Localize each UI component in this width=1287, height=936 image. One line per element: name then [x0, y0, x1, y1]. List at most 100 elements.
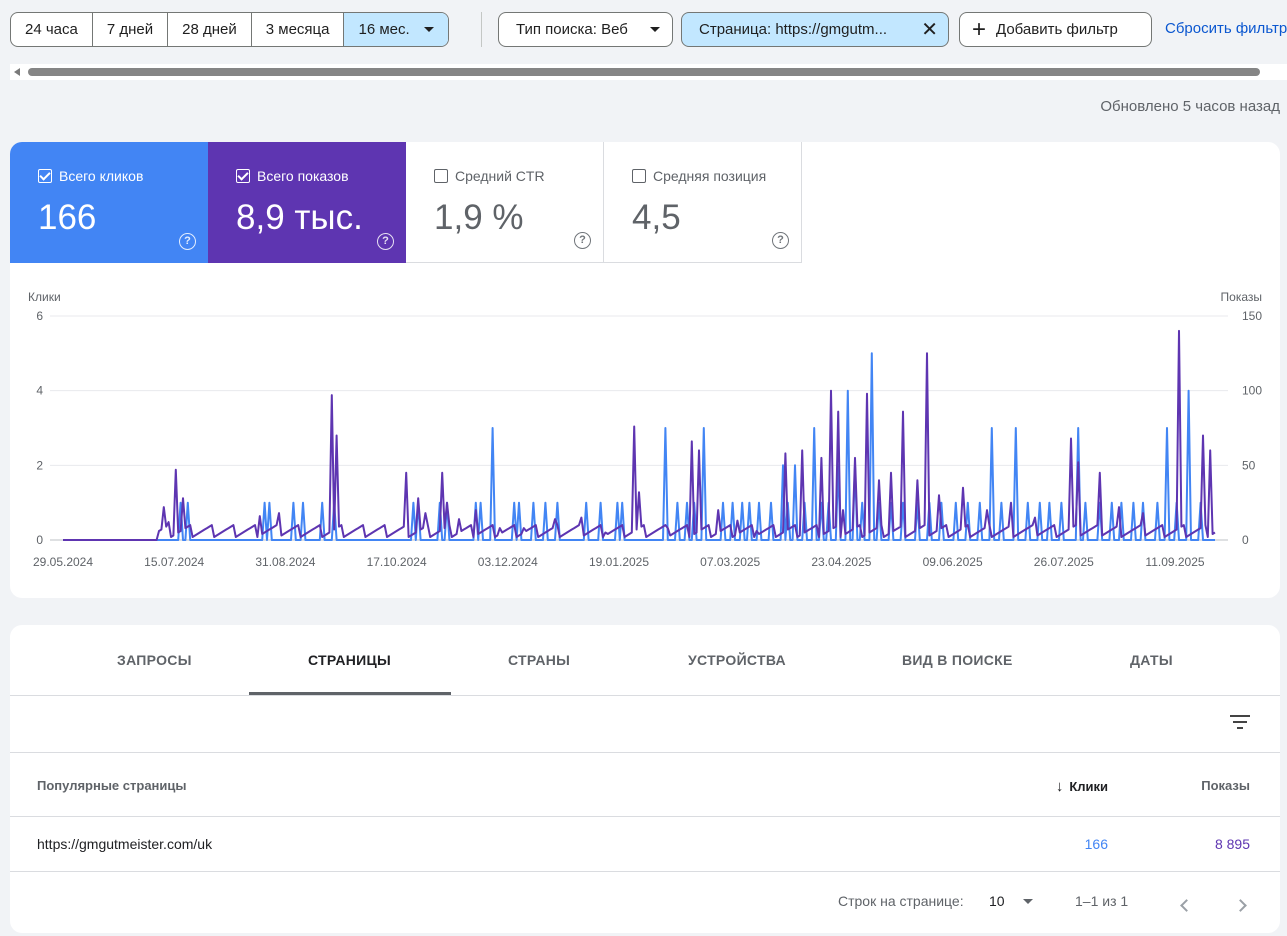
rows-per-page-select[interactable]: 10	[989, 893, 1033, 909]
clicks-series-line	[63, 352, 1215, 541]
filter-icon[interactable]	[1230, 715, 1250, 729]
x-tick: 11.09.2025	[1145, 555, 1204, 569]
date-range-group: 24 часа 7 дней 28 дней 3 месяца 16 мес.	[10, 12, 449, 47]
y-right-tick: 0	[1242, 533, 1249, 547]
x-tick: 17.10.2024	[367, 555, 427, 569]
page-filter-label: Страница: https://gmgutm...	[699, 21, 888, 38]
metric-average-ctr[interactable]: Средний CTR 1,9 % ?	[406, 142, 604, 263]
col-clicks-label: Клики	[1069, 779, 1108, 794]
tab-countries[interactable]: СТРАНЫ	[508, 652, 571, 668]
chevron-down-icon	[1022, 898, 1033, 904]
pagination-range: 1–1 из 1	[1075, 893, 1129, 909]
dimensions-card: ЗАПРОСЫ СТРАНИЦЫ СТРАНЫ УСТРОЙСТВА ВИД В…	[10, 625, 1280, 933]
tab-dates[interactable]: ДАТЫ	[1130, 652, 1173, 668]
metric-value: 166	[38, 198, 97, 237]
help-icon[interactable]: ?	[377, 233, 394, 250]
performance-chart[interactable]: Клики Показы 0 0 2 50 4 100 6 150 29.05.2024 15.0…	[10, 282, 1280, 582]
add-filter-label: Добавить фильтр	[996, 21, 1118, 38]
pagination: Строк на странице: 10 1–1 из 1	[10, 873, 1280, 933]
range-16m-label: 16 мес.	[358, 21, 410, 38]
x-tick: 03.12.2024	[478, 555, 538, 569]
help-icon[interactable]: ?	[772, 232, 789, 249]
range-24h-button[interactable]: 24 часа	[11, 13, 93, 46]
table-filter-row	[10, 697, 1280, 753]
rows-per-page-value: 10	[989, 893, 1005, 909]
x-tick: 26.07.2025	[1034, 555, 1094, 569]
search-type-filter[interactable]: Тип поиска: Веб	[498, 12, 673, 47]
chevron-left-icon	[1180, 899, 1193, 912]
table-row[interactable]: https://gmgutmeister.com/uk 166 8 895	[10, 818, 1280, 872]
active-tab-indicator	[249, 692, 451, 695]
close-icon[interactable]: ✕	[921, 18, 938, 41]
range-16m-dropdown[interactable]: 16 мес.	[344, 13, 448, 46]
horizontal-scrollbar[interactable]	[10, 64, 1287, 80]
row-page-url[interactable]: https://gmgutmeister.com/uk	[37, 836, 213, 852]
y-left-tick: 4	[36, 384, 43, 398]
chevron-down-icon	[423, 27, 434, 32]
help-icon[interactable]: ?	[574, 232, 591, 249]
x-tick: 15.07.2024	[144, 555, 204, 569]
chevron-right-icon	[1234, 899, 1247, 912]
x-tick: 19.01.2025	[589, 555, 649, 569]
performance-card: Всего кликов 166 ? Всего показов 8,9 тыс…	[10, 142, 1280, 598]
chevron-down-icon	[650, 27, 660, 32]
col-clicks[interactable]: ↓ Клики	[1056, 778, 1108, 795]
col-top-pages: Популярные страницы	[37, 778, 187, 793]
search-type-label: Тип поиска: Веб	[516, 21, 628, 38]
help-icon[interactable]: ?	[179, 233, 196, 250]
checkbox-icon[interactable]	[632, 169, 646, 183]
y-right-tick: 100	[1242, 384, 1262, 398]
scroll-left-icon[interactable]	[14, 68, 20, 76]
page-filter-chip[interactable]: Страница: https://gmgutm... ✕	[681, 12, 949, 47]
y-left-tick: 6	[36, 309, 43, 323]
plus-icon: +	[972, 15, 987, 43]
toolbar: 24 часа 7 дней 28 дней 3 месяца 16 мес. …	[0, 0, 1287, 60]
metric-label: Всего кликов	[59, 168, 144, 184]
tab-devices[interactable]: УСТРОЙСТВА	[688, 652, 786, 668]
x-tick: 31.08.2024	[255, 555, 315, 569]
tab-search-appearance[interactable]: ВИД В ПОИСКЕ	[902, 652, 1013, 668]
divider	[481, 12, 482, 47]
x-tick: 29.05.2024	[33, 555, 93, 569]
reset-filters-link[interactable]: Сбросить фильтры	[1165, 20, 1287, 37]
metric-total-clicks[interactable]: Всего кликов 166 ?	[10, 142, 208, 263]
y-right-label: Показы	[1221, 290, 1262, 304]
metric-value: 4,5	[632, 198, 681, 237]
add-filter-button[interactable]: + Добавить фильтр	[959, 12, 1152, 47]
range-28d-button[interactable]: 28 дней	[168, 13, 252, 46]
checkbox-icon[interactable]	[38, 169, 52, 183]
scrollbar-thumb[interactable]	[28, 68, 1260, 76]
x-tick: 09.06.2025	[923, 555, 983, 569]
checkbox-icon[interactable]	[236, 169, 250, 183]
y-left-tick: 2	[36, 458, 43, 472]
y-left-label: Клики	[28, 290, 61, 304]
metric-label: Средний CTR	[455, 168, 545, 184]
arrow-down-icon: ↓	[1055, 778, 1064, 795]
rows-per-page-label: Строк на странице:	[838, 893, 964, 909]
y-right-tick: 150	[1242, 309, 1262, 323]
impressions-series-line	[63, 329, 1216, 541]
next-page-button[interactable]	[1234, 890, 1247, 916]
y-right-tick: 50	[1242, 458, 1256, 472]
metric-value: 8,9 тыс.	[236, 198, 363, 237]
row-impressions: 8 895	[1214, 836, 1250, 852]
metric-label: Средняя позиция	[653, 168, 767, 184]
metric-total-impressions[interactable]: Всего показов 8,9 тыс. ?	[208, 142, 406, 263]
tab-queries[interactable]: ЗАПРОСЫ	[117, 652, 192, 668]
metric-average-position[interactable]: Средняя позиция 4,5 ?	[604, 142, 802, 263]
metric-label: Всего показов	[257, 168, 349, 184]
checkbox-icon[interactable]	[434, 169, 448, 183]
prev-page-button[interactable]	[1180, 890, 1193, 916]
dimension-tabs: ЗАПРОСЫ СТРАНИЦЫ СТРАНЫ УСТРОЙСТВА ВИД В…	[10, 625, 1280, 696]
x-tick: 07.03.2025	[700, 555, 760, 569]
tab-pages[interactable]: СТРАНИЦЫ	[308, 652, 392, 668]
table-header: Популярные страницы ↓ Клики Показы	[10, 754, 1280, 817]
updated-text: Обновлено 5 часов назад	[1100, 98, 1280, 115]
y-left-tick: 0	[36, 533, 43, 547]
col-impressions[interactable]: Показы	[1201, 778, 1250, 793]
x-tick: 23.04.2025	[811, 555, 871, 569]
metric-value: 1,9 %	[434, 198, 524, 237]
row-clicks: 166	[1084, 836, 1108, 852]
range-3m-button[interactable]: 3 месяца	[252, 13, 345, 46]
range-7d-button[interactable]: 7 дней	[93, 13, 169, 46]
